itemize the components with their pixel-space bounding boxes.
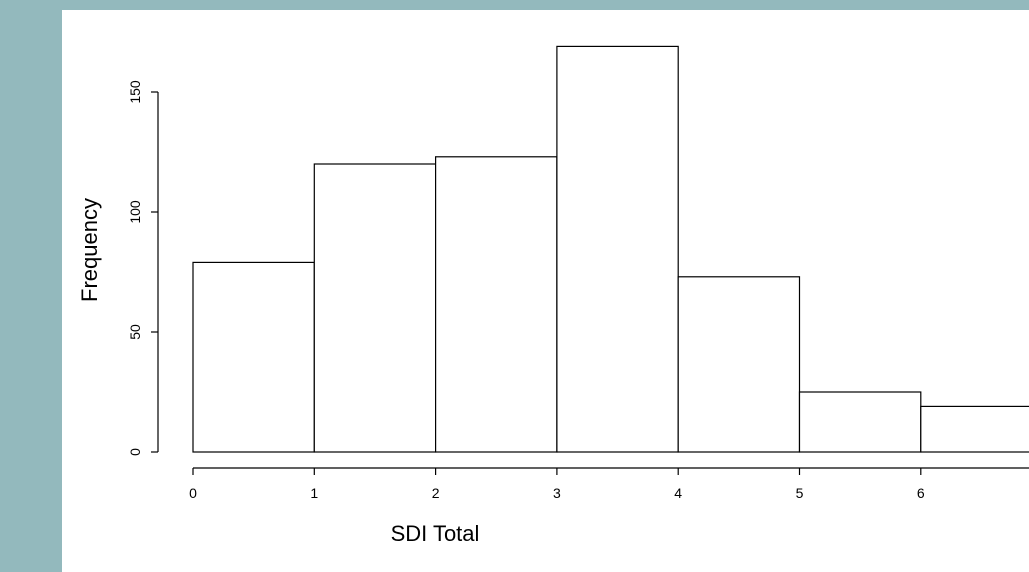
x-tick-label: 2 bbox=[432, 485, 440, 501]
x-tick-label: 4 bbox=[674, 485, 682, 501]
x-tick-label: 5 bbox=[796, 485, 804, 501]
y-tick-label: 50 bbox=[127, 324, 143, 340]
x-tick-label: 0 bbox=[189, 485, 197, 501]
y-tick-label: 0 bbox=[127, 448, 143, 456]
histogram-bar-2 bbox=[435, 156, 558, 453]
x-tick-label: 6 bbox=[917, 485, 925, 501]
x-axis: 0 1 2 3 4 5 6 bbox=[189, 467, 1029, 501]
x-tick-label: 1 bbox=[310, 485, 318, 501]
y-tick-label: 100 bbox=[127, 200, 143, 224]
y-axis: 0 50 100 150 bbox=[127, 80, 159, 456]
y-axis-title: Frequency bbox=[77, 198, 102, 302]
histogram-bar-1 bbox=[313, 163, 437, 453]
histogram-bar-0 bbox=[192, 261, 315, 453]
histogram-bar-3 bbox=[556, 45, 679, 453]
histogram-bar-4 bbox=[677, 276, 801, 453]
x-tick-label: 3 bbox=[553, 485, 561, 501]
histogram-bar-6 bbox=[920, 405, 1029, 453]
x-axis-title: SDI Total bbox=[391, 521, 480, 546]
histogram-bar-5 bbox=[798, 391, 922, 453]
y-tick-label: 150 bbox=[127, 80, 143, 104]
histogram-bars bbox=[192, 45, 1029, 453]
